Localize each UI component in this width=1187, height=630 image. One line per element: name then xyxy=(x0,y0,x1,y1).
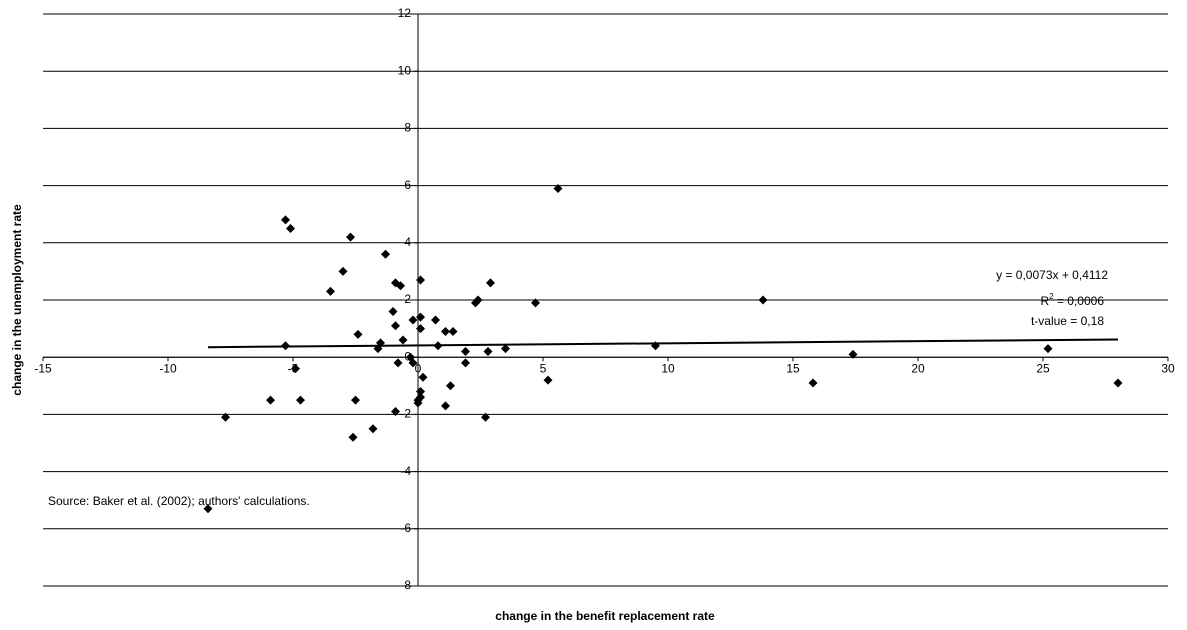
data-point xyxy=(1113,378,1123,388)
data-point xyxy=(396,281,405,291)
data-point xyxy=(473,295,483,305)
trend-line xyxy=(207,338,1119,349)
data-point xyxy=(281,215,290,225)
r-squared-sup: 2 xyxy=(1049,292,1054,301)
data-point xyxy=(543,375,553,385)
data-point xyxy=(501,344,510,354)
source-note: Source: Baker et al. (2002); authors' ca… xyxy=(48,494,310,508)
data-point xyxy=(266,395,275,405)
data-point xyxy=(448,326,458,336)
y-tick-label: 2 xyxy=(404,292,411,306)
r-squared-rest: = 0,0006 xyxy=(1054,294,1105,308)
y-axis-title: change in the unemployment rate xyxy=(10,204,24,396)
data-point xyxy=(481,412,490,422)
data-point xyxy=(346,232,355,242)
data-point xyxy=(348,432,358,442)
data-point xyxy=(758,295,768,305)
data-point xyxy=(221,412,230,422)
data-point xyxy=(553,183,563,193)
x-tick-label: 10 xyxy=(661,361,675,375)
data-point xyxy=(391,321,400,331)
data-point xyxy=(353,329,363,339)
equation: y = 0,0073x + 0,4112 xyxy=(996,268,1108,282)
data-point xyxy=(416,275,425,285)
data-point xyxy=(413,398,423,408)
data-point xyxy=(486,278,495,288)
data-point xyxy=(393,358,403,368)
data-point xyxy=(373,344,383,354)
data-point xyxy=(461,358,470,368)
data-point xyxy=(296,395,305,405)
data-point xyxy=(433,341,443,351)
r-squared: R2 = 0,0006 xyxy=(1040,292,1104,308)
data-point xyxy=(531,298,540,308)
y-tick-label: 4 xyxy=(404,235,411,249)
data-point xyxy=(441,401,450,411)
data-point xyxy=(808,378,818,388)
x-axis-title: change in the benefit replacement rate xyxy=(495,609,715,623)
x-tick-label: 5 xyxy=(540,361,547,375)
y-tick-label: 6 xyxy=(404,178,411,192)
x-tick-label: 20 xyxy=(911,361,925,375)
data-point xyxy=(338,266,348,276)
x-tick-label: 0 xyxy=(415,361,422,375)
data-point xyxy=(326,286,335,296)
y-tick-label: -6 xyxy=(400,521,411,535)
r-squared-base: R xyxy=(1040,294,1049,308)
data-point xyxy=(291,364,300,374)
data-point xyxy=(416,387,425,397)
data-point xyxy=(286,224,295,233)
x-tick-label: -15 xyxy=(34,361,52,375)
data-point xyxy=(408,358,418,368)
data-point xyxy=(351,395,360,405)
data-point xyxy=(388,306,398,316)
data-point xyxy=(368,424,378,434)
x-tick-label: -10 xyxy=(159,361,177,375)
data-point xyxy=(651,341,660,351)
data-point xyxy=(446,381,455,391)
data-point xyxy=(848,349,858,359)
y-tick-label: 12 xyxy=(398,6,412,20)
data-point xyxy=(203,504,213,514)
data-point xyxy=(441,326,450,336)
data-point xyxy=(416,312,425,322)
data-point xyxy=(431,315,440,325)
t-value: t-value = 0,18 xyxy=(1031,314,1104,328)
y-tick-label: 10 xyxy=(398,63,412,77)
data-point xyxy=(408,315,418,325)
x-tick-label: 25 xyxy=(1036,361,1050,375)
y-tick-label: -4 xyxy=(400,464,411,478)
x-tick-label: 30 xyxy=(1161,361,1175,375)
x-tick-label: 15 xyxy=(786,361,800,375)
data-point xyxy=(418,372,428,382)
data-point xyxy=(483,346,493,356)
data-point xyxy=(391,407,400,417)
y-tick-label: -2 xyxy=(400,407,411,421)
data-point xyxy=(398,335,408,345)
y-tick-label: -8 xyxy=(400,578,411,592)
data-point xyxy=(1043,344,1053,354)
data-point xyxy=(416,324,425,334)
data-point xyxy=(281,341,290,351)
y-tick-label: 8 xyxy=(404,121,411,135)
data-point xyxy=(381,249,390,259)
data-point xyxy=(461,346,470,356)
